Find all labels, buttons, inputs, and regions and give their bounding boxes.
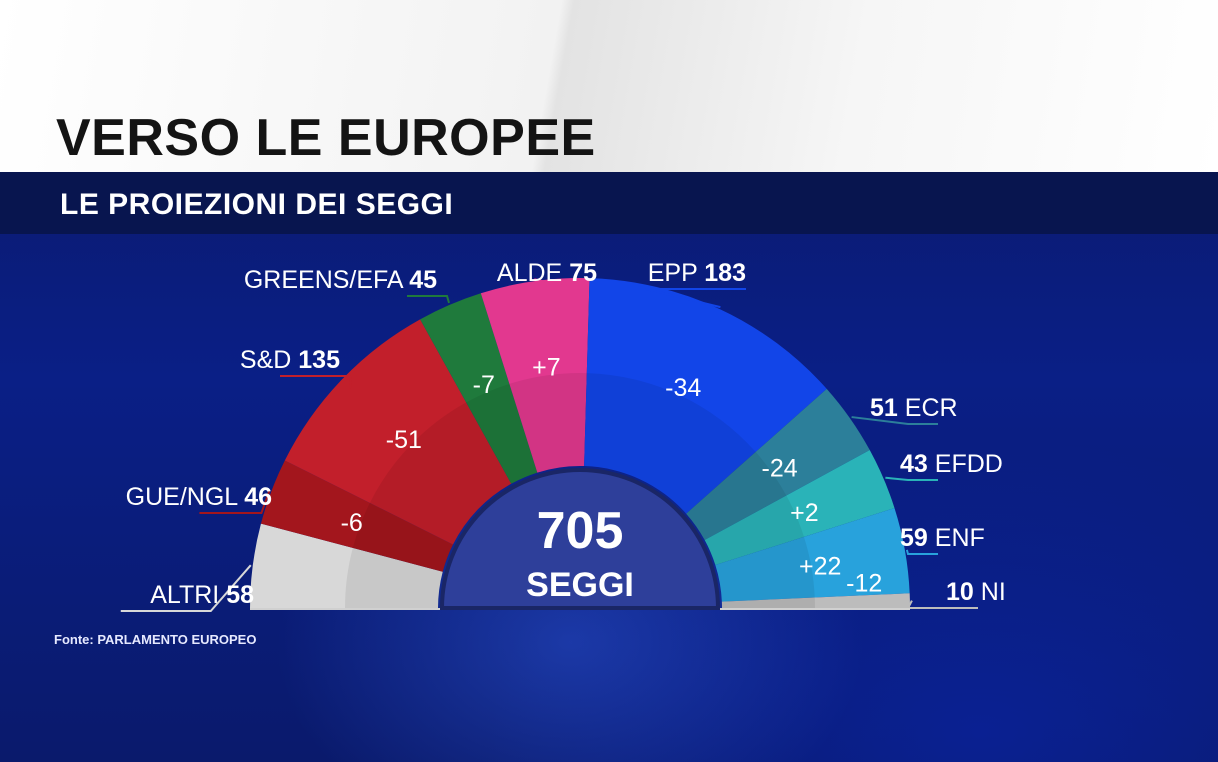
party-name-enf: ENF — [935, 524, 985, 552]
seat-changes: -6 -51 -7 +7 -34 -24 +2 +22-12 — [341, 353, 883, 597]
leader-line-gue-ngl — [199, 490, 271, 514]
seat-arc-ni — [721, 593, 910, 608]
header-background — [0, 0, 1218, 172]
source-note: Fonte: PARLAMENTO EUROPEO — [54, 632, 257, 647]
party-name-ecr: ECR — [905, 394, 958, 422]
party-label-enf: 59 ENF — [900, 524, 985, 552]
total-seats-value: 705 — [537, 502, 624, 560]
party-name-ni: NI — [981, 578, 1006, 606]
seat-arc-epp — [584, 278, 827, 514]
party-name-efdd: EFDD — [935, 450, 1003, 478]
party-seats-ni: 10 — [946, 578, 981, 606]
leader-line-s-d — [280, 375, 352, 389]
seat-arc-shade-s-d — [369, 402, 512, 545]
party-seats-ecr: 51 — [870, 394, 905, 422]
party-seats-greens-efa: 45 — [409, 266, 437, 294]
total-seats-disc — [439, 468, 721, 610]
seat-arc-shade-efdd — [704, 495, 804, 566]
page-title: VERSO LE EUROPEE — [56, 109, 596, 167]
party-name-alde: ALDE — [497, 259, 569, 287]
seat-arc-shade-enf — [715, 536, 815, 602]
seat-change-ni: -12 — [846, 569, 882, 597]
leader-line-enf — [905, 549, 938, 555]
seat-arc-s-d — [284, 319, 512, 545]
party-label-epp: EPP 183 — [648, 259, 746, 287]
seat-arc-shade-alde — [509, 373, 587, 473]
party-seats-gue-ngl: 46 — [244, 483, 272, 511]
party-label-greens-efa: GREENS/EFA 45 — [244, 266, 437, 294]
seat-change-enf: +22 — [799, 552, 841, 580]
party-labels: ALTRI 58 GUE/NGL 46 S&D 135 GREENS/EFA 45 AL… — [126, 259, 1006, 609]
leader-line-efdd — [885, 476, 938, 481]
seat-arc-shade-ni — [721, 597, 815, 608]
seat-arcs — [250, 278, 910, 608]
subtitle-bar — [0, 172, 1218, 234]
leader-line-alde — [534, 278, 578, 290]
seat-arc-alde — [480, 278, 590, 473]
seat-arc-greens-efa — [420, 293, 538, 484]
seat-arc-gue-ngl — [260, 460, 453, 572]
seat-change-epp: -34 — [665, 374, 701, 402]
party-label-alde: ALDE 75 — [497, 259, 597, 287]
seat-arc-shade-epp — [584, 373, 756, 514]
party-label-altri: ALTRI 58 — [150, 581, 254, 609]
party-label-s-d: S&D 135 — [240, 346, 340, 374]
party-label-ni: 10 NI — [946, 578, 1006, 606]
party-seats-alde: 75 — [569, 259, 597, 287]
party-seats-epp: 183 — [704, 259, 746, 287]
seat-arc-shade-greens-efa — [466, 383, 538, 484]
party-seats-efdd: 43 — [900, 450, 935, 478]
party-seats-s-d: 135 — [298, 346, 340, 374]
party-name-s-d: S&D — [240, 346, 298, 374]
party-name-altri: ALTRI — [150, 581, 226, 609]
seat-arc-enf — [715, 508, 910, 602]
seat-arc-shade-ecr — [686, 451, 787, 541]
party-name-gue-ngl: GUE/NGL — [126, 483, 245, 511]
leader-line-epp — [645, 288, 746, 309]
leader-line-altri — [120, 564, 252, 612]
leader-line-greens-efa — [407, 295, 450, 304]
seat-change-s-d: -51 — [386, 426, 422, 454]
seat-arc-ecr — [686, 388, 870, 541]
seat-arc-shade-altri — [345, 547, 443, 608]
leader-line-ecr — [851, 416, 938, 425]
seat-arc-altri — [250, 523, 443, 608]
total-seats-label: SEGGI — [526, 566, 634, 604]
seat-change-ecr: -24 — [762, 455, 798, 483]
seat-change-alde: +7 — [532, 353, 561, 381]
seat-change-greens-efa: -7 — [473, 371, 495, 399]
seat-arc-shade-gue-ngl — [352, 502, 453, 572]
party-name-epp: EPP — [648, 259, 705, 287]
total-seats-badge: 705 SEGGI — [439, 468, 721, 610]
seat-arc-efdd — [704, 450, 895, 566]
seat-change-gue-ngl: -6 — [341, 509, 363, 537]
party-name-greens-efa: GREENS/EFA — [244, 266, 409, 294]
party-label-gue-ngl: GUE/NGL 46 — [126, 483, 272, 511]
party-seats-altri: 58 — [226, 581, 254, 609]
party-label-efdd: 43 EFDD — [900, 450, 1003, 478]
party-label-ecr: 51 ECR — [870, 394, 958, 422]
seat-change-efdd: +2 — [790, 499, 819, 527]
party-seats-enf: 59 — [900, 524, 935, 552]
page-subtitle: LE PROIEZIONI DEI SEGGI — [60, 188, 454, 221]
